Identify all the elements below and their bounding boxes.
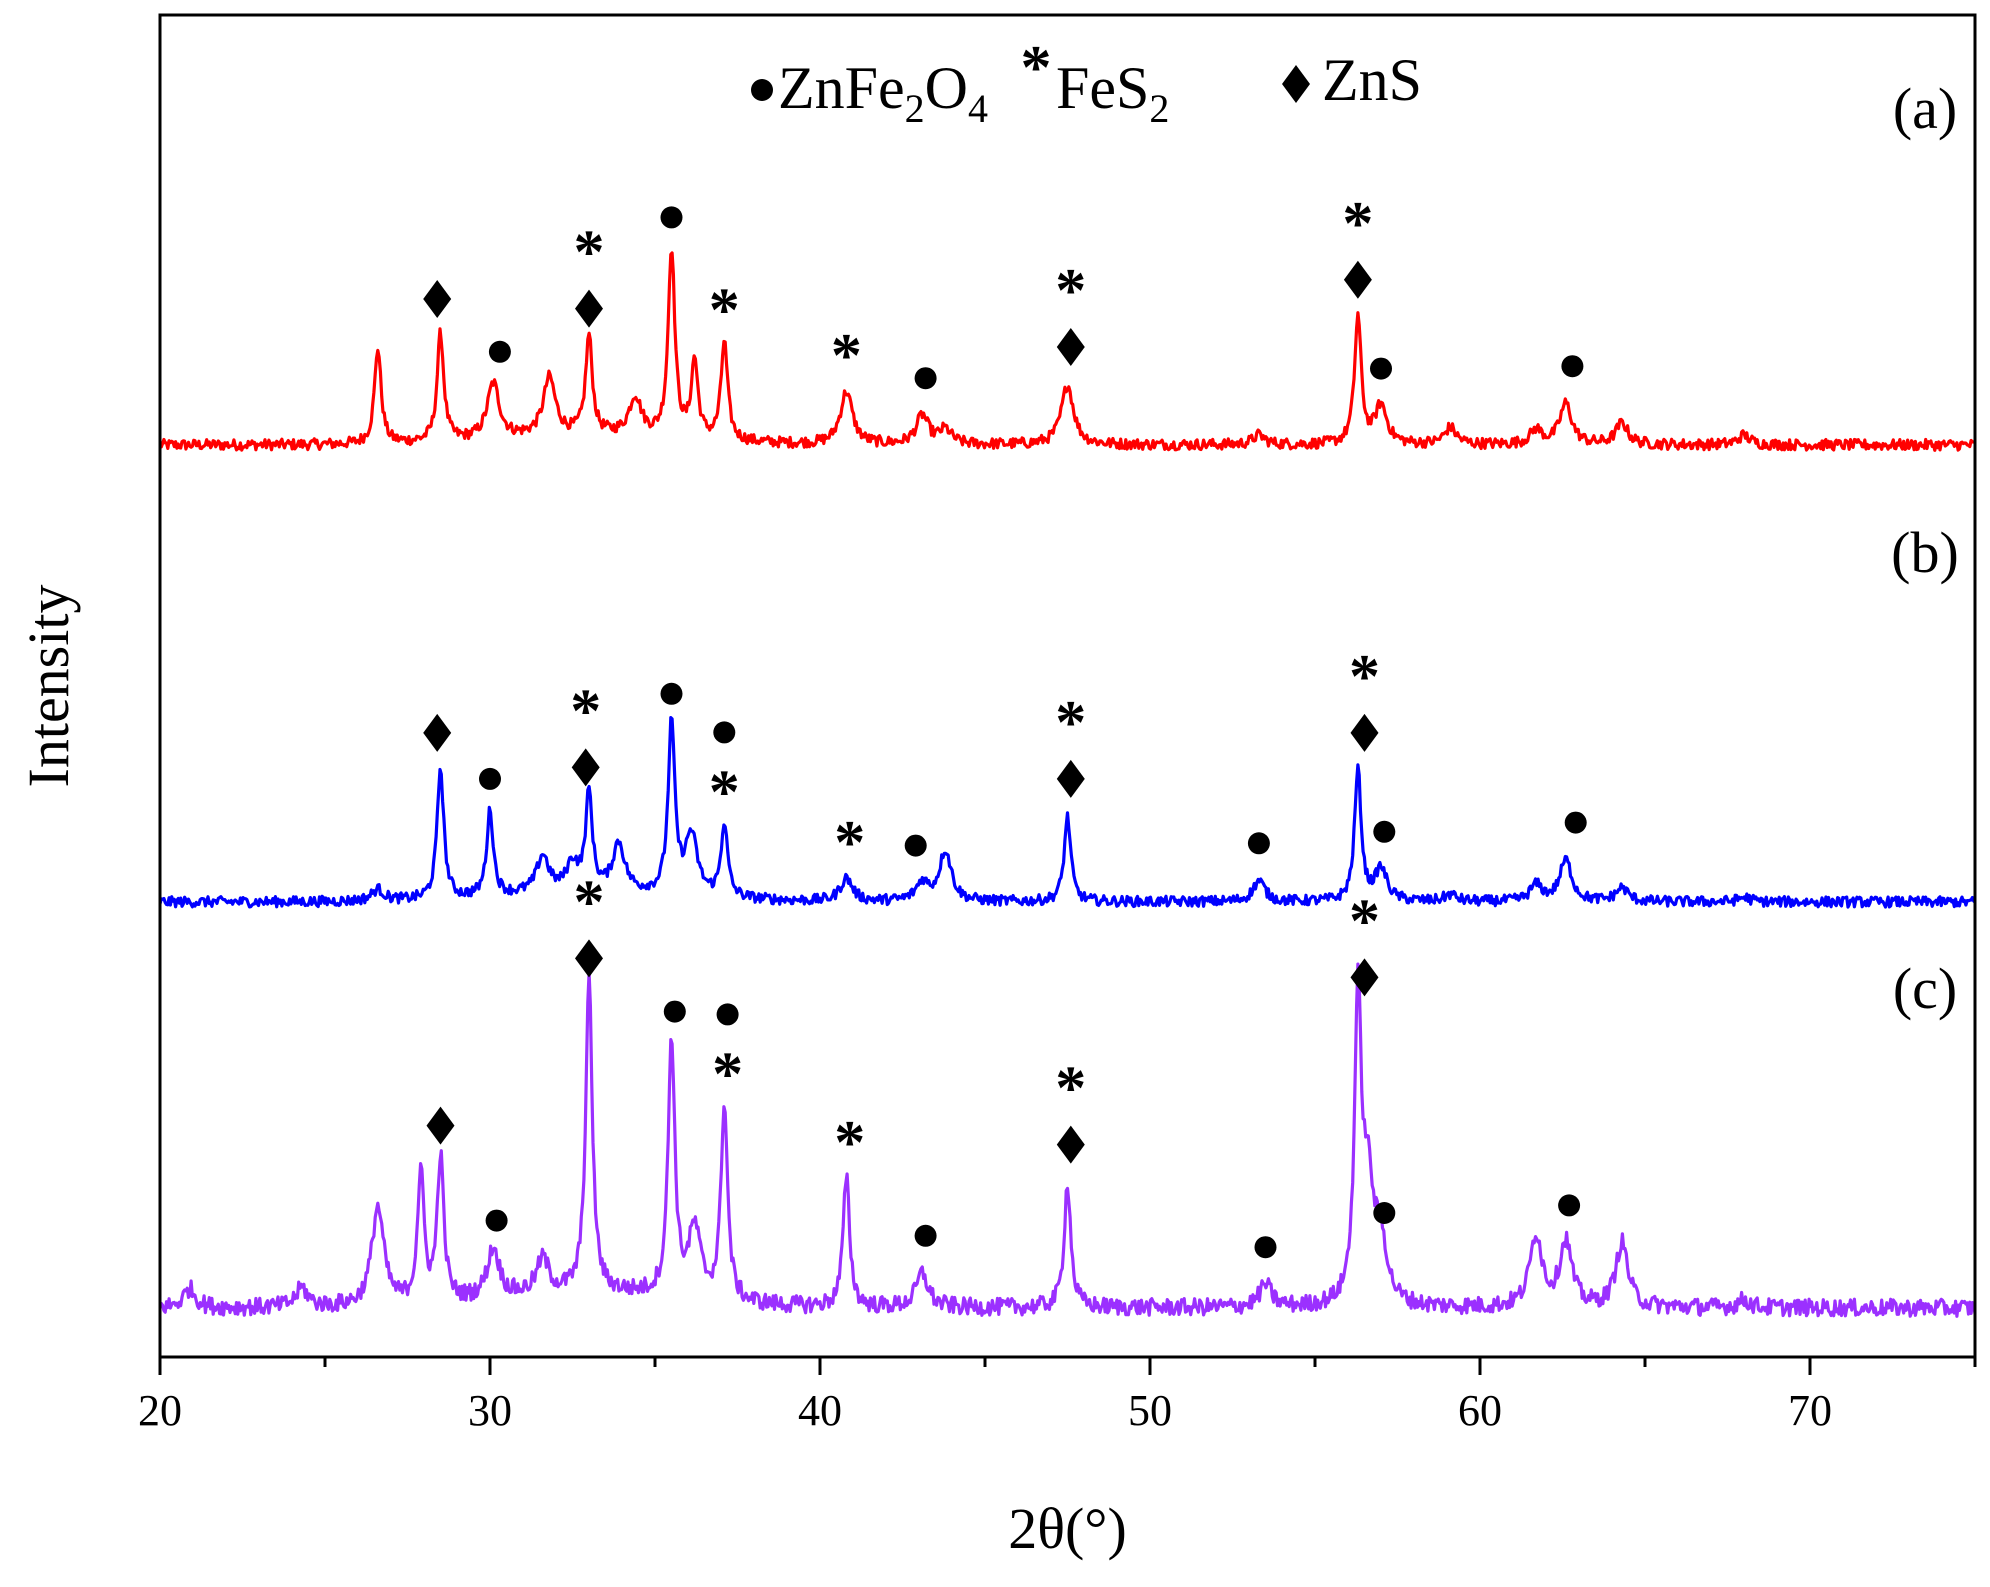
circle-marker-icon: [914, 1224, 937, 1247]
legend-sub1: 2: [1149, 86, 1169, 131]
x-tick-label: 60: [1458, 1386, 1502, 1435]
circle-marker-icon: [479, 767, 501, 790]
diamond-marker-icon: [575, 289, 603, 328]
circle-marker-icon: [914, 367, 937, 390]
series-label: (b): [1891, 520, 1959, 585]
legend-label-zns: ZnS: [1322, 47, 1422, 113]
circle-marker-icon: [488, 340, 511, 363]
x-tick-label: 50: [1128, 1386, 1172, 1435]
circle-marker-icon: [1561, 355, 1584, 378]
diamond-marker-icon: [1343, 260, 1372, 299]
x-axis-title: 2θ(°): [1008, 1496, 1127, 1561]
axes: 20 30 40 50 60 70: [138, 13, 1977, 1435]
series-label: (c): [1893, 956, 1957, 1021]
circle-marker-icon: [713, 721, 736, 744]
circle-marker-icon: [1558, 1194, 1581, 1217]
legend-sub1: 2: [905, 86, 925, 131]
y-axis-title: Intensity: [16, 585, 81, 788]
star-marker-icon: *: [574, 219, 605, 287]
circle-marker-icon: [1564, 811, 1587, 834]
legend-sub2: 4: [968, 86, 988, 131]
diamond-marker-icon: [426, 1106, 455, 1145]
circle-marker-icon: [660, 682, 683, 705]
circle-marker-icon: [716, 1003, 739, 1026]
circle-marker-icon: [660, 206, 683, 229]
star-marker-icon: *: [1055, 689, 1086, 757]
x-tick-label: 40: [798, 1386, 842, 1435]
circle-marker-icon: [1373, 1202, 1396, 1224]
legend-text: ZnFe: [778, 55, 905, 121]
diamond-marker-icon: [423, 280, 452, 318]
circle-marker-icon: [663, 1000, 686, 1023]
legend-mid: O: [925, 55, 968, 121]
star-marker-icon: *: [1349, 643, 1380, 711]
plot-frame: [158, 13, 1977, 1359]
star-marker-icon: *: [831, 322, 862, 390]
star-marker-icon: *: [834, 809, 865, 877]
diamond-marker-icon: [423, 713, 452, 752]
diamond-marker-icon: [1282, 65, 1310, 103]
series-line-c: [159, 962, 1977, 1318]
series-line-b: [158, 716, 1977, 909]
circle-marker-icon: [485, 1209, 508, 1232]
diamond-marker-icon: [1056, 759, 1085, 798]
phase-markers: * * * * * * * * * * * * * * *: [423, 190, 1587, 1259]
diamond-marker-icon: [1056, 1125, 1085, 1164]
diamond-marker-icon: [1056, 328, 1085, 366]
star-marker-icon: *: [712, 1040, 743, 1108]
diamond-marker-icon: [571, 748, 600, 787]
legend-label-znfe2o4: ZnFe2O4: [778, 55, 988, 131]
diamond-marker-icon: [1350, 958, 1379, 997]
diamond-marker-icon: [575, 939, 603, 978]
legend-text: FeS: [1056, 55, 1149, 121]
star-marker-icon: *: [1342, 190, 1373, 258]
diamond-marker-icon: [1350, 713, 1379, 752]
star-marker-icon: *: [570, 677, 601, 745]
series-line-a: [158, 251, 1976, 452]
star-marker-icon: *: [1055, 1055, 1086, 1123]
star-marker-icon: *: [1349, 887, 1380, 955]
legend-label-fes2: FeS2: [1056, 55, 1169, 131]
circle-marker-icon: [1254, 1236, 1277, 1259]
star-marker-icon: *: [709, 277, 740, 345]
circle-marker-icon: [751, 79, 773, 101]
x-tick-label: 30: [468, 1386, 512, 1435]
circle-marker-icon: [904, 834, 927, 857]
star-marker-icon: *: [1055, 257, 1086, 325]
star-marker-icon: *: [709, 758, 740, 826]
star-marker-icon: *: [574, 868, 605, 936]
circle-marker-icon: [1247, 832, 1270, 855]
x-tick-label: 20: [138, 1386, 182, 1435]
legend: ZnFe2O4* FeS2 ZnS: [751, 34, 1422, 131]
series-label: (a): [1893, 76, 1957, 141]
circle-marker-icon: [1373, 820, 1396, 843]
star-marker-icon: *: [1021, 34, 1052, 102]
series-layer: (a) (b) (c): [158, 76, 1977, 1318]
x-tick-label: 70: [1788, 1386, 1832, 1435]
circle-marker-icon: [1370, 357, 1392, 380]
star-marker-icon: *: [834, 1109, 865, 1177]
